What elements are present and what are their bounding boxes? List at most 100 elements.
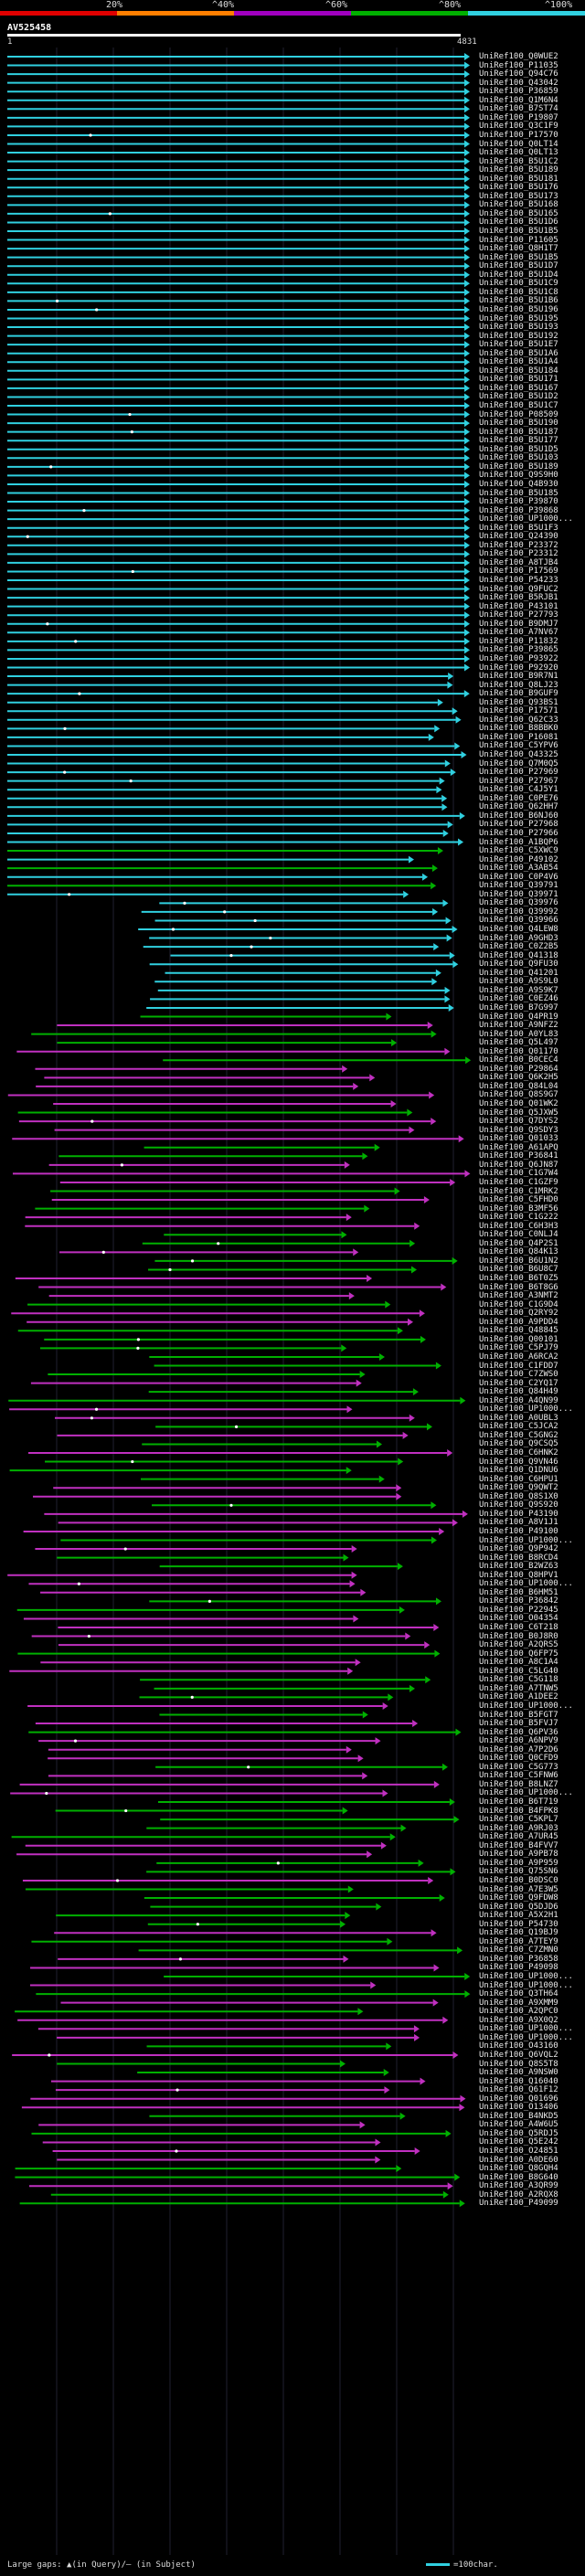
hit-label[interactable]: UniRef100_A8TJB4 <box>479 557 558 567</box>
hit-label[interactable]: UniRef100_Q39976 <box>479 898 558 908</box>
hit-label[interactable]: UniRef100_C5FNW6 <box>479 1771 558 1781</box>
hit-label[interactable]: UniRef100_Q41318 <box>479 950 558 960</box>
hit-label[interactable]: UniRef100_Q8H1T7 <box>479 244 558 254</box>
hit-label[interactable]: UniRef100_A3AB54 <box>479 864 558 874</box>
hit-label[interactable]: UniRef100_Q39966 <box>479 916 558 926</box>
hit-label[interactable]: UniRef100_B9GUF9 <box>479 689 558 699</box>
hit-label[interactable]: UniRef100_B5U168 <box>479 200 558 210</box>
hit-label[interactable]: UniRef100_C0PE76 <box>479 793 558 803</box>
hit-label[interactable]: UniRef100_P11035 <box>479 60 558 70</box>
hit-label[interactable]: UniRef100_Q43325 <box>479 750 558 759</box>
hit-label[interactable]: UniRef100_A9X0Q2 <box>479 2015 558 2025</box>
hit-label[interactable]: UniRef100_B5U1C2 <box>479 156 558 166</box>
hit-label[interactable]: UniRef100_A61APQ <box>479 1142 558 1152</box>
hit-label[interactable]: UniRef100_Q6K2H5 <box>479 1073 558 1083</box>
hit-label[interactable]: UniRef100_B5U167 <box>479 383 558 393</box>
hit-label[interactable]: UniRef100_Q00101 <box>479 1334 558 1344</box>
hit-label[interactable]: UniRef100_C2YQ17 <box>479 1378 558 1388</box>
hit-label[interactable]: UniRef100_C5G773 <box>479 1762 558 1772</box>
hit-label[interactable]: UniRef100_A8V1J1 <box>479 1518 558 1528</box>
hit-label[interactable]: UniRef100_Q84K13 <box>479 1247 558 1257</box>
hit-label[interactable]: UniRef100_A0DE60 <box>479 2155 558 2165</box>
hit-label[interactable]: UniRef100_Q94C76 <box>479 69 558 80</box>
hit-label[interactable]: UniRef100_C5GNG2 <box>479 1430 558 1440</box>
hit-label[interactable]: UniRef100_B5U1B5 <box>479 252 558 262</box>
hit-label[interactable]: UniRef100_P11605 <box>479 235 558 245</box>
hit-label[interactable]: UniRef100_B5U189 <box>479 165 558 175</box>
hit-label[interactable]: UniRef100_C1G7W4 <box>479 1169 558 1179</box>
hit-label[interactable]: UniRef100_O13406 <box>479 2103 558 2113</box>
hit-label[interactable]: UniRef100_Q62C33 <box>479 715 558 725</box>
hit-label[interactable]: UniRef100_B6U8C7 <box>479 1265 558 1275</box>
hit-label[interactable]: UniRef100_P39870 <box>479 497 558 507</box>
hit-label[interactable]: UniRef100_P93922 <box>479 653 558 663</box>
hit-label[interactable]: UniRef100_C1FDD7 <box>479 1361 558 1371</box>
hit-label[interactable]: UniRef100_Q9SDY3 <box>479 1125 558 1135</box>
hit-label[interactable]: UniRef100_Q39791 <box>479 881 558 891</box>
hit-label[interactable]: UniRef100_A6RCA2 <box>479 1352 558 1362</box>
hit-label[interactable]: UniRef100_A4QN99 <box>479 1395 558 1405</box>
hit-label[interactable]: UniRef100_B5U1D4 <box>479 270 558 280</box>
hit-label[interactable]: UniRef100_O43160 <box>479 2041 558 2051</box>
hit-label[interactable]: UniRef100_B5U196 <box>479 304 558 314</box>
hit-label[interactable]: UniRef100_B5U1D2 <box>479 392 558 402</box>
hit-label[interactable]: UniRef100_B4NKD5 <box>479 2111 558 2121</box>
hit-label[interactable]: UniRef100_B5U165 <box>479 208 558 218</box>
hit-label[interactable]: UniRef100_C6HNK2 <box>479 1448 558 1458</box>
hit-label[interactable]: UniRef100_B7ST74 <box>479 104 558 114</box>
hit-label[interactable]: UniRef100_Q2RY92 <box>479 1309 558 1319</box>
hit-label[interactable]: UniRef100_B5U192 <box>479 331 558 341</box>
hit-label[interactable]: UniRef100_C5XWC9 <box>479 846 558 856</box>
hit-label[interactable]: UniRef100_A0UBL3 <box>479 1413 558 1423</box>
hit-label[interactable]: UniRef100_A6NPV9 <box>479 1736 558 1746</box>
hit-label[interactable]: UniRef100_C1GZF9 <box>479 1177 558 1187</box>
hit-label[interactable]: UniRef100_B8LNZ7 <box>479 1779 558 1789</box>
hit-label[interactable]: UniRef100_P54730 <box>479 1919 558 1929</box>
hit-label[interactable]: UniRef100_P11832 <box>479 636 558 646</box>
hit-label[interactable]: UniRef100_P36842 <box>479 1596 558 1606</box>
hit-label[interactable]: UniRef100_Q9FDW8 <box>479 1893 558 1903</box>
hit-label[interactable]: UniRef100_Q6FP75 <box>479 1648 558 1659</box>
hit-label[interactable]: UniRef100_B5U1C7 <box>479 401 558 410</box>
hit-label[interactable]: UniRef100_Q16040 <box>479 2076 558 2086</box>
hit-label[interactable]: UniRef100_Q5E242 <box>479 2137 558 2147</box>
hit-label[interactable]: UniRef100_Q0LT13 <box>479 148 558 158</box>
hit-label[interactable]: UniRef100_Q01170 <box>479 1046 558 1056</box>
hit-label[interactable]: UniRef100_Q6PV36 <box>479 1727 558 1737</box>
hit-label[interactable]: UniRef100_P43101 <box>479 601 558 611</box>
hit-label[interactable]: UniRef100_A4W6U5 <box>479 2120 558 2130</box>
hit-label[interactable]: UniRef100_O04354 <box>479 1614 558 1624</box>
hit-label[interactable]: UniRef100_B2WZ63 <box>479 1562 558 1572</box>
hit-label[interactable]: UniRef100_B5FVJ7 <box>479 1719 558 1729</box>
hit-label[interactable]: UniRef100_Q7DYS2 <box>479 1117 558 1127</box>
hit-label[interactable]: UniRef100_A7NV67 <box>479 628 558 638</box>
hit-label[interactable]: UniRef100_C5PJ79 <box>479 1343 558 1353</box>
hit-label[interactable]: UniRef100_Q3C1F9 <box>479 122 558 132</box>
hit-label[interactable]: UniRef100_P27969 <box>479 768 558 778</box>
hit-label[interactable]: UniRef100_P39868 <box>479 505 558 515</box>
hit-label[interactable]: UniRef100_B5U184 <box>479 366 558 376</box>
hit-label[interactable]: UniRef100_C6T218 <box>479 1623 558 1632</box>
hit-label[interactable]: UniRef100_C0P4V6 <box>479 872 558 882</box>
hit-label[interactable]: UniRef100_Q62HH7 <box>479 802 558 812</box>
hit-label[interactable]: UniRef100_C6HPU1 <box>479 1474 558 1484</box>
hit-label[interactable]: UniRef100_P54233 <box>479 576 558 585</box>
hit-label[interactable]: UniRef100_P27793 <box>479 610 558 620</box>
hit-label[interactable]: UniRef100_Q75SN6 <box>479 1867 558 1877</box>
hit-label[interactable]: UniRef100_UP1000... <box>479 2032 573 2042</box>
hit-label[interactable]: UniRef100_Q4B930 <box>479 479 558 489</box>
hit-label[interactable]: UniRef100_Q9P942 <box>479 1544 558 1554</box>
hit-label[interactable]: UniRef100_A0YL83 <box>479 1029 558 1039</box>
hit-label[interactable]: UniRef100_P23312 <box>479 549 558 559</box>
hit-label[interactable]: UniRef100_A7E3W5 <box>479 1884 558 1894</box>
hit-label[interactable]: UniRef100_Q9FUC2 <box>479 584 558 594</box>
hit-label[interactable]: UniRef100_B0J8R0 <box>479 1631 558 1641</box>
hit-label[interactable]: UniRef100_Q8S9G7 <box>479 1090 558 1100</box>
hit-label[interactable]: UniRef100_C0Z2B5 <box>479 942 558 952</box>
hit-label[interactable]: UniRef100_B6HM51 <box>479 1587 558 1597</box>
hit-label[interactable]: UniRef100_Q9QWT2 <box>479 1483 558 1493</box>
hit-label[interactable]: UniRef100_A7TNW5 <box>479 1683 558 1693</box>
hit-label[interactable]: UniRef100_O24851 <box>479 2147 558 2156</box>
hit-label[interactable]: UniRef100_B6NJ60 <box>479 811 558 821</box>
hit-label[interactable]: UniRef100_A9PB78 <box>479 1850 558 1860</box>
